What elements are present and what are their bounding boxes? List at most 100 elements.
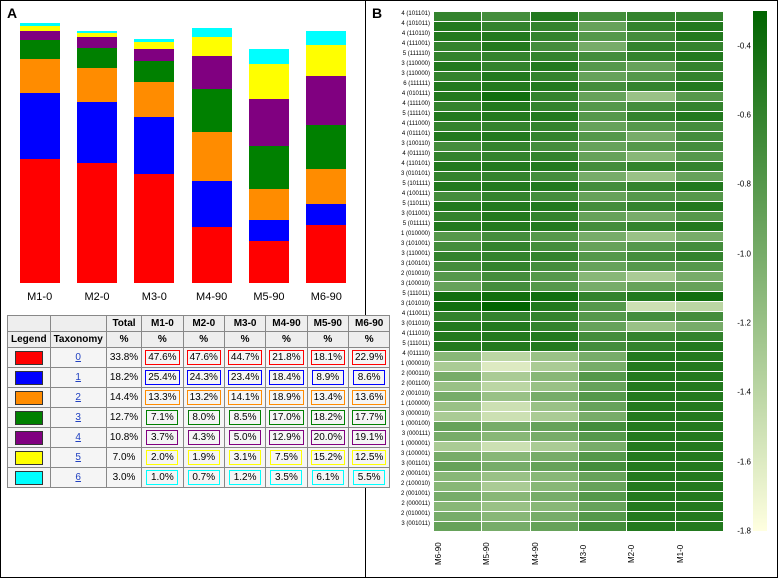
heatmap-cell [627, 321, 675, 331]
table-cell: 20.0% [311, 430, 345, 445]
table-cell: 3.7% [146, 430, 178, 445]
bar-seg [20, 31, 60, 41]
table-header: M4-90 [266, 316, 307, 332]
heatmap-row [434, 521, 724, 531]
heatmap-cell [676, 491, 724, 501]
heatmap-cell [434, 181, 482, 191]
heatmap-cell [579, 481, 627, 491]
heatmap-row-label: 2 (001001) [366, 491, 432, 501]
heatmap-cell [676, 341, 724, 351]
heatmap-cell [482, 111, 530, 121]
heatmap-cell [627, 431, 675, 441]
heatmap-cell [434, 91, 482, 101]
table-cell: 47.6% [145, 350, 179, 365]
heatmap-row-label: 4 (010111) [366, 91, 432, 101]
heatmap-cell [627, 391, 675, 401]
heatmap-row-label: 4 (110011) [366, 311, 432, 321]
heatmap-cell [579, 151, 627, 161]
bar-seg [249, 99, 289, 146]
heatmap-col-label: M4-90 [531, 533, 579, 577]
heatmap-cell [434, 361, 482, 371]
heatmap-cell [627, 311, 675, 321]
table-cell: 13.2% [187, 390, 221, 405]
heatmap-row [434, 341, 724, 351]
heatmap-row [434, 441, 724, 451]
heatmap-row-label: 4 (011101) [366, 131, 432, 141]
colorbar-tick: -1.4 [737, 388, 751, 397]
heatmap-cell [579, 361, 627, 371]
heatmap-cell [434, 431, 482, 441]
heatmap-cell [434, 211, 482, 221]
taxonomy-table: TotalM1-0M2-0M3-0M4-90M5-90M6-90LegendTa… [1, 311, 365, 577]
heatmap-cell [482, 341, 530, 351]
heatmap-cell [434, 71, 482, 81]
heatmap-cell [579, 511, 627, 521]
heatmap-cell [482, 491, 530, 501]
table-cell: 8.5% [229, 410, 261, 425]
heatmap-cell [434, 201, 482, 211]
panel-b-label: B [372, 5, 382, 21]
heatmap-row [434, 231, 724, 241]
table-subheader: % [106, 332, 141, 348]
bar-label: M5-90 [249, 291, 289, 303]
bar-seg [249, 220, 289, 241]
table-cell: 13.3% [145, 390, 179, 405]
heatmap-cell [434, 141, 482, 151]
heatmap-cell [676, 181, 724, 191]
heatmap-cell [579, 31, 627, 41]
heatmap-row-label: 2 (000011) [366, 501, 432, 511]
heatmap-cell [482, 21, 530, 31]
heatmap-cell [579, 351, 627, 361]
heatmap-cell [676, 401, 724, 411]
heatmap-row [434, 321, 724, 331]
heatmap-row [434, 151, 724, 161]
heatmap-cell [482, 41, 530, 51]
heatmap-cell [579, 491, 627, 501]
heatmap-cell [531, 121, 579, 131]
taxonomy-link[interactable]: 3 [75, 412, 81, 423]
heatmap-cell [482, 521, 530, 531]
heatmap-cell [676, 461, 724, 471]
heatmap-cell [434, 341, 482, 351]
heatmap-cell [579, 121, 627, 131]
taxonomy-link[interactable]: 1 [75, 372, 81, 383]
heatmap-cell [531, 311, 579, 321]
taxonomy-link[interactable]: 5 [75, 452, 81, 463]
table-subheader: Taxonomy [50, 332, 106, 348]
heatmap-cell [579, 181, 627, 191]
heatmap-col-label: M2-0 [627, 533, 675, 577]
taxonomy-link[interactable]: 2 [75, 392, 81, 403]
table-cell: 24.3% [187, 370, 221, 385]
heatmap-row-label: 1 (010000) [366, 231, 432, 241]
heatmap-cell [482, 431, 530, 441]
heatmap-cell [627, 521, 675, 531]
heatmap-cell [676, 131, 724, 141]
heatmap-cell [531, 221, 579, 231]
heatmap-cell [676, 311, 724, 321]
heatmap-cell [676, 281, 724, 291]
heatmap-cell [676, 251, 724, 261]
heatmap-cell [482, 321, 530, 331]
taxonomy-link[interactable]: 4 [75, 432, 81, 443]
heatmap-cell [627, 171, 675, 181]
heatmap-cell [676, 301, 724, 311]
heatmap-cell [579, 301, 627, 311]
heatmap-row-labels: 4 (101101)4 (101011)4 (110110)4 (111001)… [366, 11, 432, 531]
heatmap-cell [531, 481, 579, 491]
bar-seg [192, 227, 232, 283]
heatmap-cell [627, 41, 675, 51]
heatmap-cell [482, 141, 530, 151]
heatmap-row [434, 201, 724, 211]
heatmap-cell [531, 31, 579, 41]
heatmap-row [434, 111, 724, 121]
heatmap-cell [627, 71, 675, 81]
heatmap-row-label: 2 (000110) [366, 371, 432, 381]
heatmap-row-label: 4 (100111) [366, 191, 432, 201]
heatmap-cell [531, 81, 579, 91]
heatmap-cell [434, 331, 482, 341]
heatmap-cell [579, 101, 627, 111]
taxonomy-link[interactable]: 6 [75, 472, 81, 483]
heatmap-cell [627, 61, 675, 71]
colorbar-tick: -1.6 [737, 457, 751, 466]
taxonomy-link[interactable]: 0 [75, 352, 81, 363]
